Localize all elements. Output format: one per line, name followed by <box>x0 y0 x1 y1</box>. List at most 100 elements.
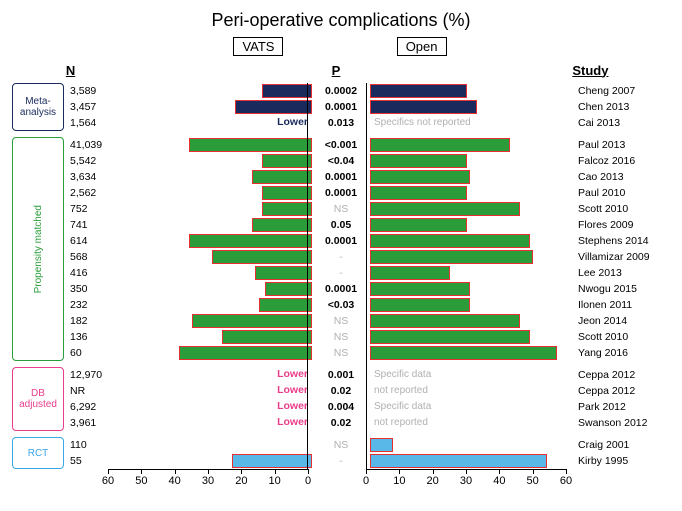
vats-label: VATS <box>233 37 283 56</box>
data-row: 55-Kirby 1995 <box>10 453 672 469</box>
study-name: Chen 2013 <box>570 101 678 113</box>
note-label: Specific data <box>374 401 431 412</box>
study-name: Flores 2009 <box>570 219 678 231</box>
vats-bar <box>232 454 312 468</box>
note-label: not reported <box>374 385 428 396</box>
data-row: 3,6340.0001Cao 2013 <box>10 169 672 185</box>
n-value: 1,564 <box>66 117 112 129</box>
open-bar <box>370 234 530 248</box>
p-value: 0.0001 <box>312 101 370 113</box>
open-bar <box>370 298 470 312</box>
vats-bar <box>252 218 312 232</box>
p-value: 0.05 <box>312 219 370 231</box>
n-value: NR <box>66 385 112 397</box>
axis-tick-label: 60 <box>560 475 572 487</box>
study-name: Ceppa 2012 <box>570 369 678 381</box>
axis-tick-label: 20 <box>427 475 439 487</box>
n-value: 3,457 <box>66 101 112 113</box>
lower-label: Lower <box>277 384 308 396</box>
study-name: Craig 2001 <box>570 439 678 451</box>
data-row: 752NSScott 2010 <box>10 201 672 217</box>
n-value: 614 <box>66 235 112 247</box>
n-value: 232 <box>66 299 112 311</box>
open-bar <box>370 314 520 328</box>
open-bar <box>370 218 467 232</box>
p-value: NS <box>312 315 370 327</box>
column-headers: N P Study <box>10 59 672 81</box>
axis-tick-label: 10 <box>393 475 405 487</box>
vats-bar <box>262 202 312 216</box>
axis-tick-label: 10 <box>269 475 281 487</box>
data-row: 6,292Lower0.004Specific dataPark 2012 <box>10 399 672 415</box>
open-bar <box>370 100 477 114</box>
axis-tick-label: 30 <box>460 475 472 487</box>
p-value: - <box>312 251 370 263</box>
vats-bar <box>212 250 312 264</box>
open-bar <box>370 170 470 184</box>
open-bar <box>370 186 467 200</box>
axis-row: 0102030405060 0102030405060 <box>10 469 672 499</box>
center-line-right <box>366 83 367 469</box>
col-p: P <box>307 63 365 78</box>
n-value: 3,961 <box>66 417 112 429</box>
open-bar <box>370 154 467 168</box>
study-name: Scott 2010 <box>570 203 678 215</box>
data-row: 3,961Lower0.02not reportedSwanson 2012 <box>10 415 672 431</box>
vats-bar <box>192 314 312 328</box>
data-row: 6140.0001Stephens 2014 <box>10 233 672 249</box>
p-value: 0.0001 <box>312 235 370 247</box>
data-row: 182NSJeon 2014 <box>10 313 672 329</box>
study-name: Paul 2013 <box>570 139 678 151</box>
study-name: Cheng 2007 <box>570 85 678 97</box>
vats-bar <box>265 282 312 296</box>
study-name: Kirby 1995 <box>570 455 678 467</box>
open-bar <box>370 346 557 360</box>
data-row: 3,5890.0002Cheng 2007 <box>10 83 672 99</box>
study-name: Lee 2013 <box>570 267 678 279</box>
vats-bar <box>262 154 312 168</box>
category-box: DBadjusted <box>12 367 64 431</box>
p-value: NS <box>312 331 370 343</box>
study-name: Scott 2010 <box>570 331 678 343</box>
vats-bar <box>262 186 312 200</box>
category-label: DBadjusted <box>19 388 57 410</box>
n-value: 12,970 <box>66 369 112 381</box>
p-value: <0.04 <box>312 155 370 167</box>
p-value: 0.0001 <box>312 283 370 295</box>
n-value: 110 <box>66 439 112 451</box>
data-row: 136NSScott 2010 <box>10 329 672 345</box>
n-value: 741 <box>66 219 112 231</box>
category-box: Propensity matched <box>12 137 64 361</box>
study-name: Jeon 2014 <box>570 315 678 327</box>
data-row: NRLower0.02not reportedCeppa 2012 <box>10 383 672 399</box>
open-bar <box>370 202 520 216</box>
n-value: 136 <box>66 331 112 343</box>
chart-title: Peri-operative complications (%) <box>10 10 672 31</box>
data-row: 3,4570.0001Chen 2013 <box>10 99 672 115</box>
axis-tick-label: 40 <box>169 475 181 487</box>
axis-tick-label: 50 <box>135 475 147 487</box>
n-value: 60 <box>66 347 112 359</box>
p-value: <0.001 <box>312 139 370 151</box>
axis-tick-label: 20 <box>235 475 247 487</box>
study-name: Villamizar 2009 <box>570 251 678 263</box>
open-bar <box>370 266 450 280</box>
study-name: Yang 2016 <box>570 347 678 359</box>
lower-label: Lower <box>277 368 308 380</box>
n-value: 182 <box>66 315 112 327</box>
col-study: Study <box>564 63 672 78</box>
category-box: Meta-analysis <box>12 83 64 131</box>
n-value: 3,634 <box>66 171 112 183</box>
vats-bar <box>189 234 312 248</box>
p-value: 0.001 <box>312 369 370 381</box>
vats-bar <box>189 138 312 152</box>
n-value: 41,039 <box>66 139 112 151</box>
data-row: 110NSCraig 2001 <box>10 437 672 453</box>
axis-tick-label: 60 <box>102 475 114 487</box>
p-value: - <box>312 455 370 467</box>
study-name: Swanson 2012 <box>570 417 678 429</box>
vats-bar <box>179 346 312 360</box>
vats-bar <box>262 84 312 98</box>
study-name: Park 2012 <box>570 401 678 413</box>
axis-tick-label: 30 <box>202 475 214 487</box>
